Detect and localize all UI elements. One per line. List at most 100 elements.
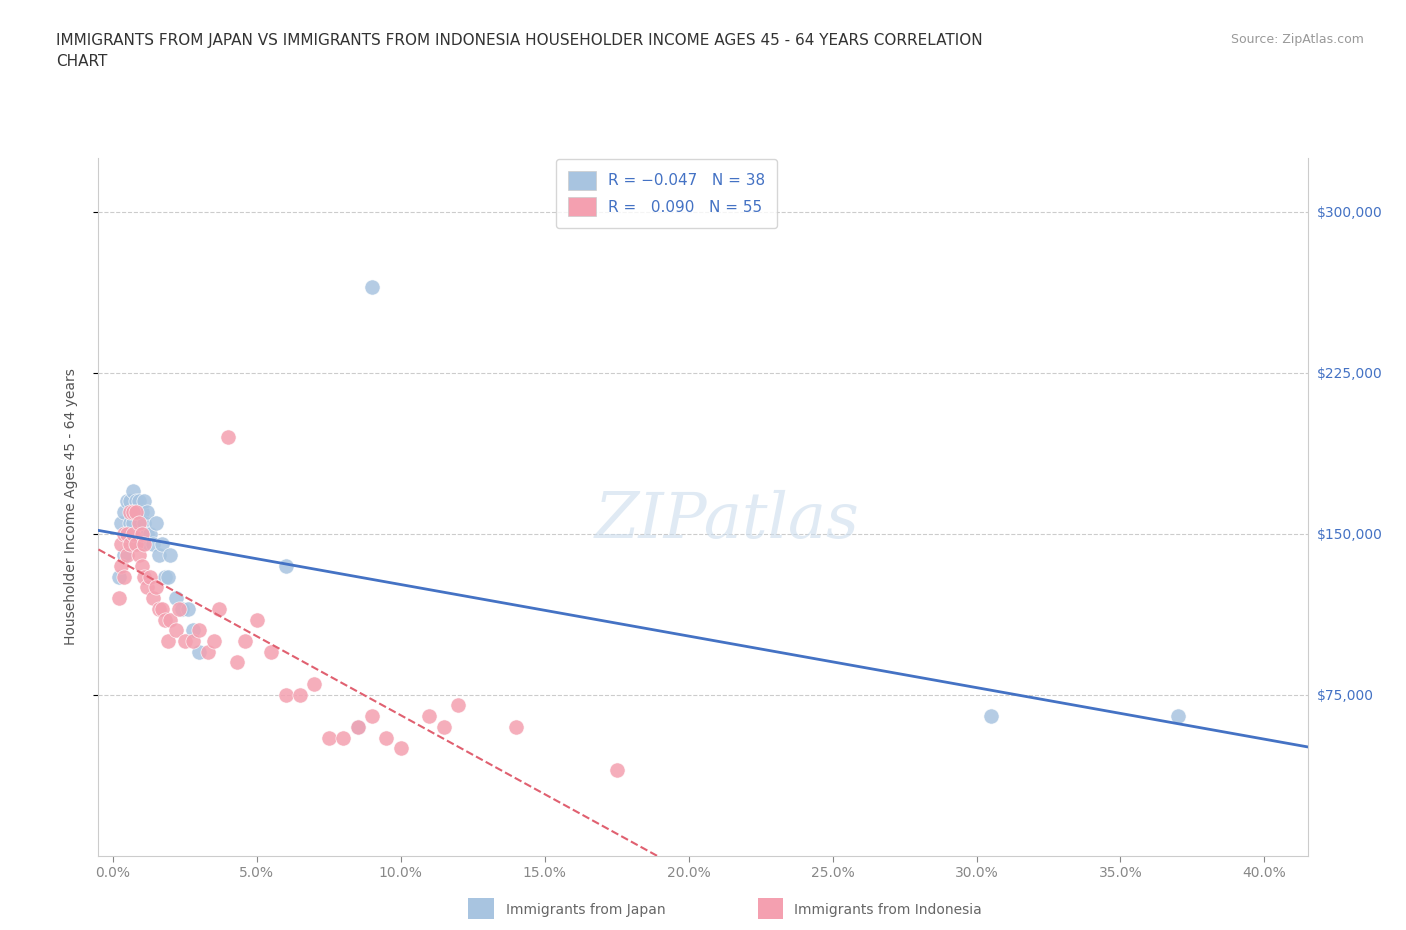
- Point: [145, 580, 167, 595]
- Point: [176, 602, 198, 617]
- Point: [361, 709, 384, 724]
- Point: [134, 515, 156, 530]
- Point: [112, 548, 135, 563]
- Point: [418, 709, 440, 724]
- Point: [112, 505, 135, 520]
- Point: [107, 591, 129, 605]
- Point: [122, 526, 145, 541]
- Point: [274, 687, 297, 702]
- Point: [246, 612, 269, 627]
- Point: [274, 558, 297, 573]
- Point: [173, 633, 195, 648]
- Point: [145, 515, 167, 530]
- Point: [159, 612, 181, 627]
- Point: [361, 279, 384, 294]
- Point: [1167, 709, 1189, 724]
- Point: [150, 537, 173, 551]
- Point: [136, 580, 159, 595]
- Point: [225, 655, 247, 670]
- Point: [980, 709, 1002, 724]
- Point: [131, 537, 153, 551]
- Point: [260, 644, 283, 659]
- Point: [318, 730, 340, 745]
- Point: [115, 526, 138, 541]
- Point: [304, 676, 326, 691]
- Point: [120, 494, 142, 509]
- Point: [142, 537, 165, 551]
- Point: [153, 569, 176, 584]
- Point: [125, 505, 148, 520]
- Point: [131, 505, 153, 520]
- Point: [122, 505, 145, 520]
- Point: [153, 612, 176, 627]
- Point: [159, 548, 181, 563]
- Point: [120, 505, 142, 520]
- Point: [188, 644, 211, 659]
- Point: [139, 526, 162, 541]
- Point: [125, 505, 148, 520]
- Point: [125, 537, 148, 551]
- Point: [112, 526, 135, 541]
- Text: Immigrants from Indonesia: Immigrants from Indonesia: [794, 902, 983, 917]
- Point: [288, 687, 311, 702]
- Point: [165, 623, 187, 638]
- Point: [447, 698, 470, 712]
- Point: [136, 526, 159, 541]
- Point: [156, 569, 179, 584]
- Point: [134, 569, 156, 584]
- Point: [202, 633, 225, 648]
- Point: [150, 602, 173, 617]
- Text: ZIPatlas: ZIPatlas: [595, 490, 859, 551]
- Point: [128, 515, 150, 530]
- Point: [148, 602, 170, 617]
- Point: [115, 548, 138, 563]
- Point: [156, 633, 179, 648]
- Point: [128, 526, 150, 541]
- Point: [134, 494, 156, 509]
- Point: [183, 623, 205, 638]
- Point: [112, 569, 135, 584]
- Point: [139, 569, 162, 584]
- Point: [332, 730, 354, 745]
- Point: [115, 494, 138, 509]
- Text: Immigrants from Japan: Immigrants from Japan: [506, 902, 666, 917]
- Point: [128, 494, 150, 509]
- Point: [122, 515, 145, 530]
- Point: [131, 526, 153, 541]
- Point: [120, 537, 142, 551]
- Point: [125, 494, 148, 509]
- Point: [115, 526, 138, 541]
- Point: [134, 537, 156, 551]
- Point: [170, 602, 193, 617]
- Text: Source: ZipAtlas.com: Source: ZipAtlas.com: [1230, 33, 1364, 46]
- Point: [217, 430, 239, 445]
- Point: [375, 730, 398, 745]
- Point: [110, 558, 132, 573]
- Point: [142, 591, 165, 605]
- Point: [122, 484, 145, 498]
- Legend: R = −0.047   N = 38, R =   0.090   N = 55: R = −0.047 N = 38, R = 0.090 N = 55: [557, 159, 778, 228]
- Point: [197, 644, 219, 659]
- Point: [120, 515, 142, 530]
- Point: [505, 720, 527, 735]
- Point: [167, 602, 190, 617]
- Text: IMMIGRANTS FROM JAPAN VS IMMIGRANTS FROM INDONESIA HOUSEHOLDER INCOME AGES 45 - : IMMIGRANTS FROM JAPAN VS IMMIGRANTS FROM…: [56, 33, 983, 69]
- Point: [128, 548, 150, 563]
- Point: [136, 505, 159, 520]
- Point: [110, 515, 132, 530]
- Point: [346, 720, 368, 735]
- Point: [346, 720, 368, 735]
- Point: [233, 633, 256, 648]
- Point: [107, 569, 129, 584]
- Point: [606, 763, 628, 777]
- Point: [188, 623, 211, 638]
- Point: [433, 720, 456, 735]
- Point: [165, 591, 187, 605]
- Point: [183, 633, 205, 648]
- Point: [208, 602, 231, 617]
- Point: [110, 537, 132, 551]
- Y-axis label: Householder Income Ages 45 - 64 years: Householder Income Ages 45 - 64 years: [63, 368, 77, 645]
- Point: [131, 558, 153, 573]
- Point: [389, 741, 412, 756]
- Point: [148, 548, 170, 563]
